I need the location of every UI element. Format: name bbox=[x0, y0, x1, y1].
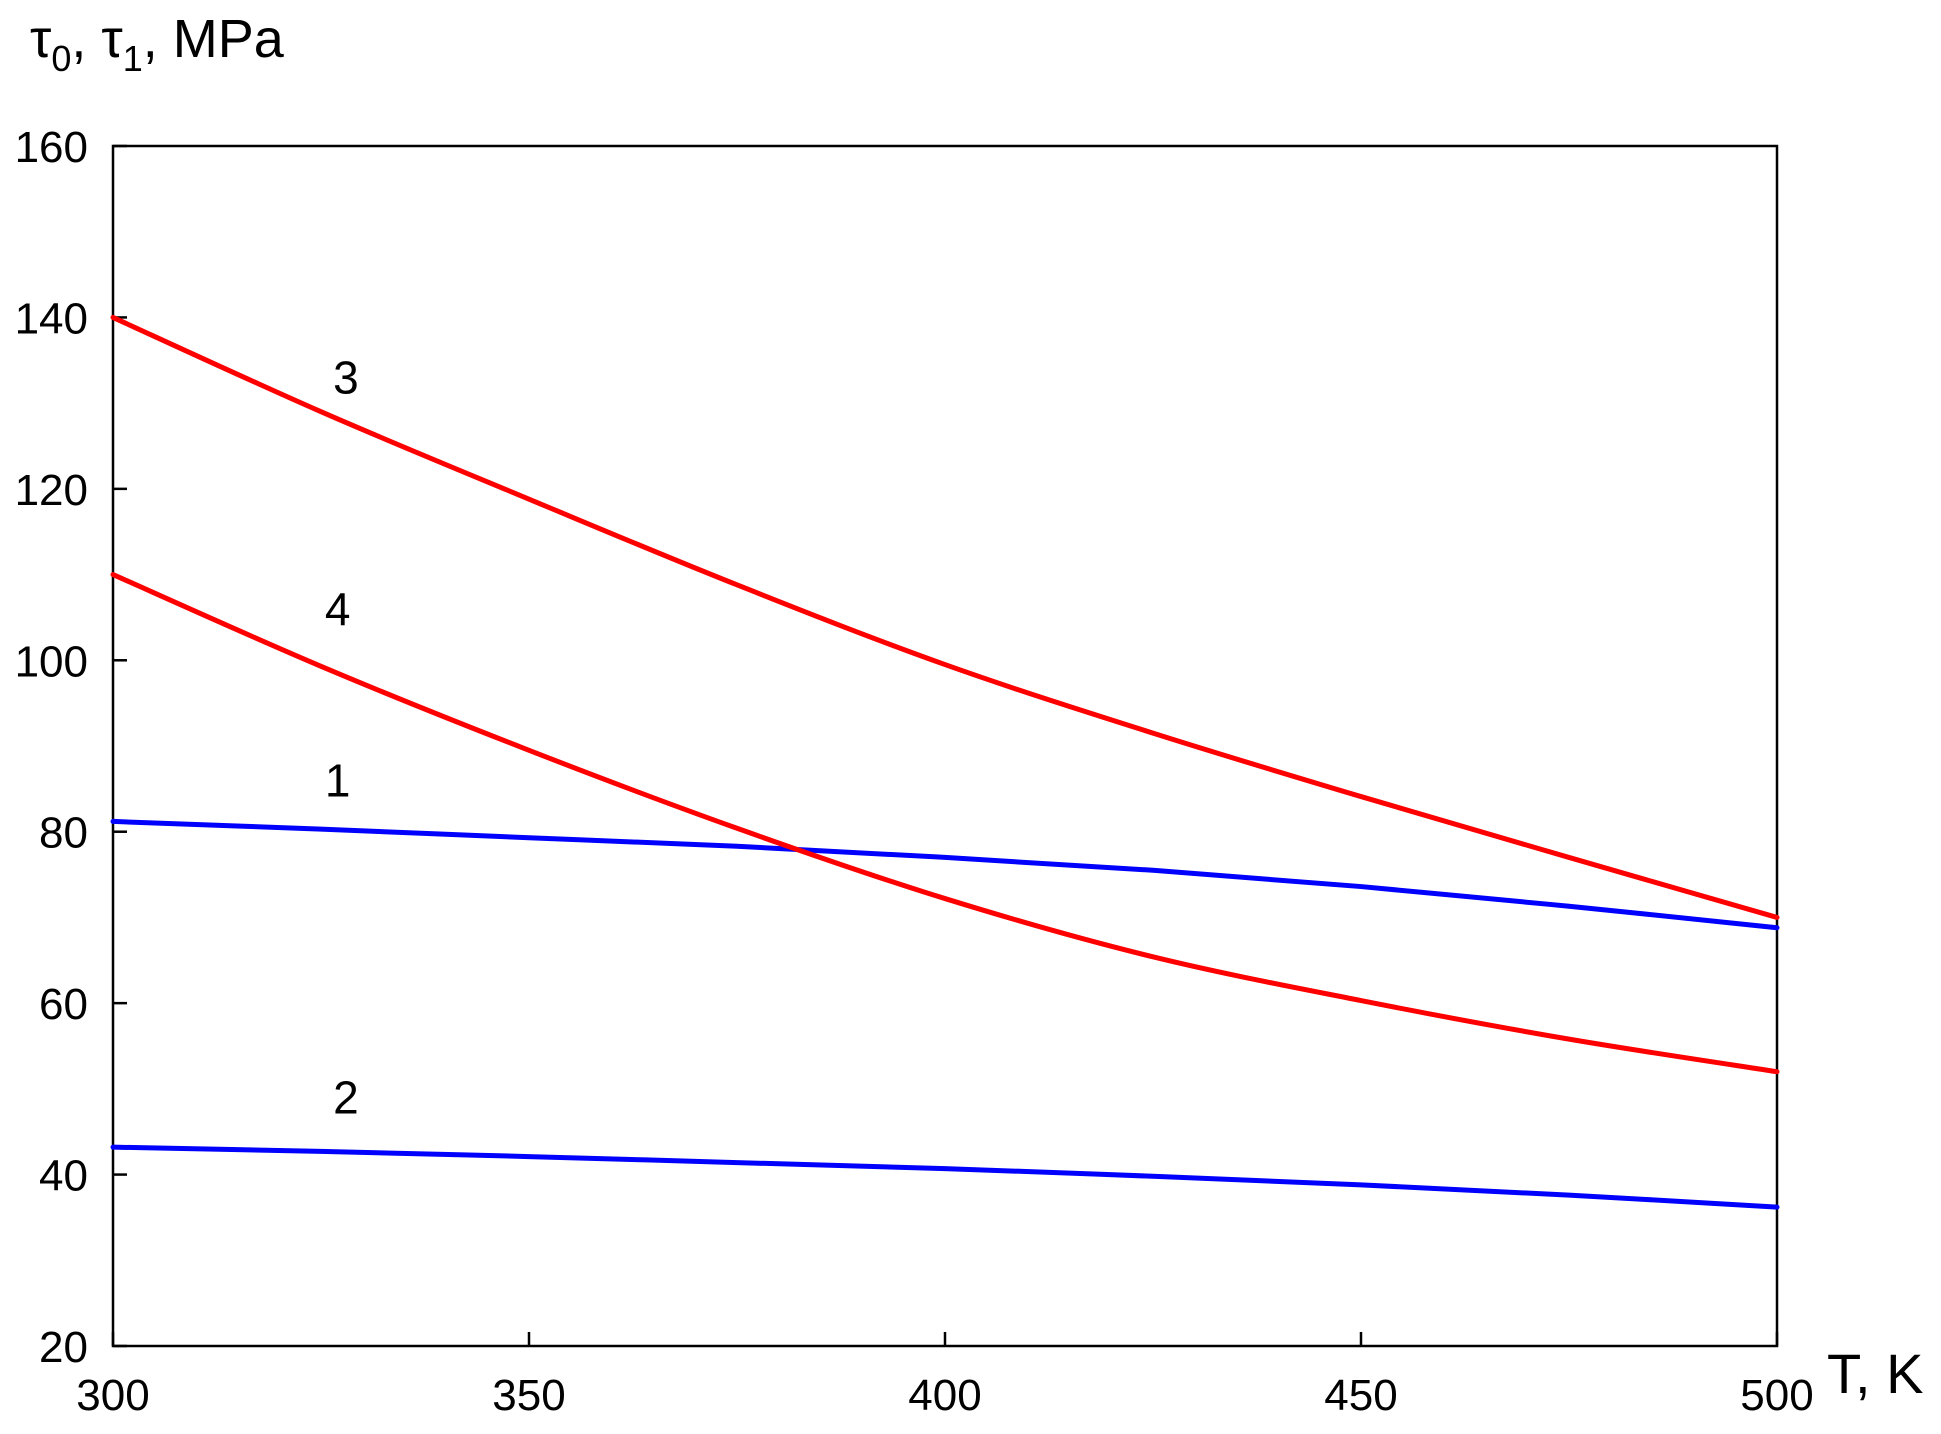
curve-label-4: 4 bbox=[325, 583, 351, 635]
x-axis-title: T, K bbox=[1827, 1342, 1923, 1405]
series-line-1 bbox=[110, 818, 1780, 931]
y-axis-subscript-a: 0 bbox=[51, 38, 71, 79]
y-tick-label-80: 80 bbox=[39, 809, 88, 858]
x-tick-label-300: 300 bbox=[76, 1371, 149, 1420]
plot-frame bbox=[111, 144, 1779, 1348]
curve-label-3: 3 bbox=[333, 351, 359, 403]
x-tick-label-500: 500 bbox=[1740, 1371, 1813, 1420]
series-line-3 bbox=[110, 314, 1780, 920]
series-line-2 bbox=[110, 1144, 1780, 1210]
series-layer bbox=[110, 314, 1780, 1210]
y-axis-separator: , bbox=[71, 9, 101, 69]
y-tick-label-20: 20 bbox=[39, 1323, 88, 1372]
labels-layer: 1 2 3 4 bbox=[325, 351, 359, 1123]
x-tick-label-400: 400 bbox=[908, 1371, 981, 1420]
y-axis-symbol-b: τ bbox=[101, 9, 122, 69]
y-tick-label-160: 160 bbox=[15, 123, 88, 172]
y-tick-label-140: 140 bbox=[15, 294, 88, 343]
y-axis-symbol-a: τ bbox=[30, 9, 51, 69]
x-tick-label-350: 350 bbox=[492, 1371, 565, 1420]
curve-label-2: 2 bbox=[333, 1071, 359, 1123]
y-tick-label-120: 120 bbox=[15, 466, 88, 515]
y-tick-label-40: 40 bbox=[39, 1152, 88, 1201]
y-axis-subscript-b: 1 bbox=[123, 38, 143, 79]
series-line-4 bbox=[110, 572, 1780, 1075]
y-tick-label-100: 100 bbox=[15, 637, 88, 686]
curve-label-1: 1 bbox=[325, 754, 351, 806]
y-tick-label-60: 60 bbox=[39, 980, 88, 1029]
axes: 300 350 400 450 500 20 40 60 80 100 120 140 160 bbox=[15, 123, 1814, 1420]
y-axis-title: τ0, τ1, MPa bbox=[30, 9, 285, 79]
x-tick-label-450: 450 bbox=[1324, 1371, 1397, 1420]
y-axis-unit: , MPa bbox=[143, 9, 285, 69]
